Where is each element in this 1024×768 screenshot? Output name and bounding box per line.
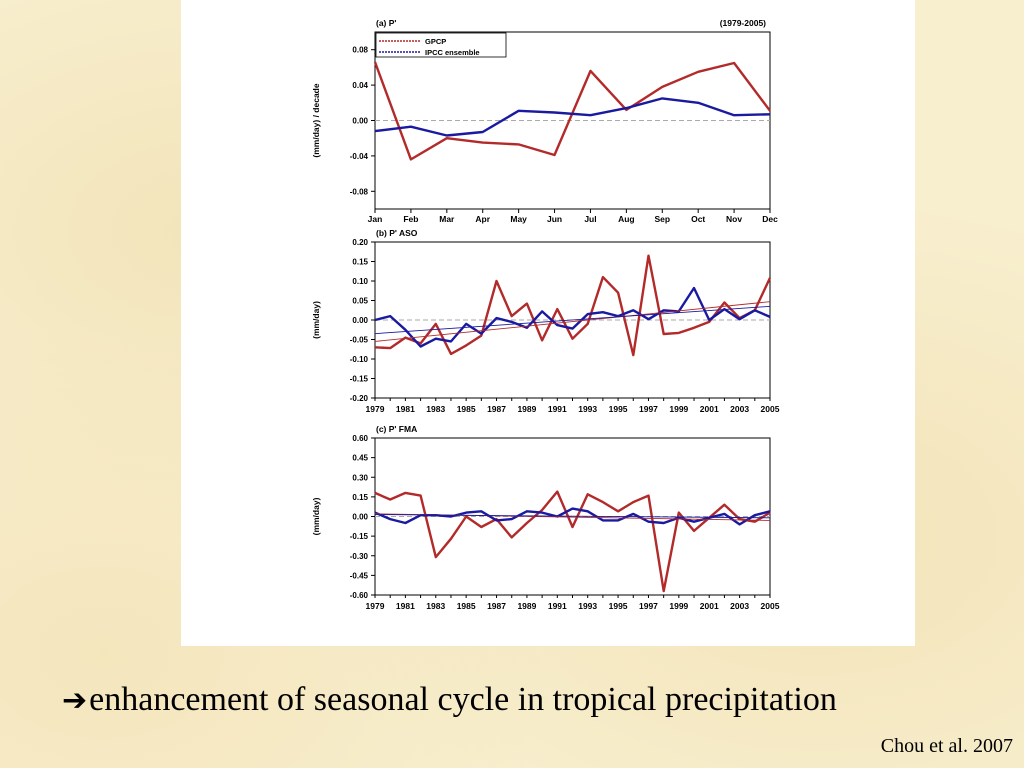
panel-b-xtick-label: 1991 bbox=[548, 404, 567, 414]
panel-b-ytick-label: 0.20 bbox=[352, 238, 368, 247]
panel-a-ytick-label: 0.00 bbox=[352, 117, 368, 126]
panel-a-ytick-label: -0.04 bbox=[350, 152, 369, 161]
panel-b-xtick-label: 1983 bbox=[426, 404, 445, 414]
panel-b-xtick-label: 1987 bbox=[487, 404, 506, 414]
panel-a-xtick-label: Mar bbox=[439, 214, 455, 224]
panel-b-series-gpcp-trend bbox=[374, 301, 771, 342]
panel-c-title: (c) P' FMA bbox=[376, 424, 417, 434]
panel-b-xtick-label: 2005 bbox=[761, 404, 780, 414]
panel-a-xtick-label: Sep bbox=[654, 214, 670, 224]
panel-c-xtick-label: 1983 bbox=[426, 601, 445, 611]
panel-c-ytick-label: 0.60 bbox=[352, 434, 368, 443]
panel-c-xtick-label: 1995 bbox=[609, 601, 628, 611]
panel-b-series-ipcc-ensemble-trend bbox=[374, 305, 771, 335]
panel-a-ytick-label: 0.04 bbox=[352, 81, 368, 90]
panel-a-legend-label: IPCC ensemble bbox=[425, 48, 480, 57]
right-arrow-icon: ➔ bbox=[62, 683, 88, 718]
panel-c-ytick-label: -0.45 bbox=[350, 571, 369, 580]
panel-c-series-gpcp bbox=[374, 490, 771, 593]
panel-a-xtick-label: Jun bbox=[547, 214, 562, 224]
panel-b-ylabel: (mm/day) bbox=[311, 301, 321, 339]
panel-a-ylabel: (mm/day) / decade bbox=[311, 83, 321, 157]
panel-b-xtick-label: 2003 bbox=[730, 404, 749, 414]
caption: ➔enhancement of seasonal cycle in tropic… bbox=[62, 681, 1002, 719]
panel-c-xtick-label: 2003 bbox=[730, 601, 749, 611]
panel-b-ytick-label: -0.15 bbox=[350, 375, 369, 384]
panel-c-xtick-label: 1981 bbox=[396, 601, 415, 611]
panel-a-right-title: (1979-2005) bbox=[720, 18, 766, 28]
panel-c-xtick-label: 1993 bbox=[578, 601, 597, 611]
panel-c-xtick-label: 1989 bbox=[517, 601, 536, 611]
panel-b-xtick-label: 1985 bbox=[457, 404, 476, 414]
panel-a-title: (a) P' bbox=[376, 18, 396, 28]
panel-b-xtick-label: 1997 bbox=[639, 404, 658, 414]
panel-b-xtick-label: 2001 bbox=[700, 404, 719, 414]
panel-b-xtick-label: 1999 bbox=[669, 404, 688, 414]
panel-b-title: (b) P' ASO bbox=[376, 228, 418, 238]
figure-panel: 0.08 0.04 0.00 -0.04 -0.08 Jan Feb Mar Apr May Jun… bbox=[181, 0, 915, 646]
panel-a-legend-box bbox=[375, 32, 507, 58]
panel-c-xtick-label: 1997 bbox=[639, 601, 658, 611]
panel-a-xtick-label: Feb bbox=[403, 214, 418, 224]
panel-c-xtick-label: 2005 bbox=[761, 601, 780, 611]
panel-a-xtick-label: Dec bbox=[762, 214, 778, 224]
panel-b-series-gpcp bbox=[374, 254, 772, 357]
caption-text: enhancement of seasonal cycle in tropica… bbox=[89, 681, 837, 718]
panel-b-xtick-label: 1995 bbox=[609, 404, 628, 414]
citation: Chou et al. 2007 bbox=[880, 735, 1013, 757]
panel-c-ytick-label: 0.00 bbox=[352, 513, 368, 522]
figure-svg: 0.08 0.04 0.00 -0.04 -0.08 Jan Feb Mar Apr May Jun… bbox=[311, 18, 780, 611]
panel-c-ytick-label: 0.15 bbox=[352, 493, 368, 502]
panel-c-series-ipcc-ensemble-trend bbox=[374, 514, 771, 519]
panel-c-ytick-label: -0.15 bbox=[350, 532, 369, 541]
panel-c-ytick-label: -0.60 bbox=[350, 591, 369, 600]
panel-a-ytick-label: 0.08 bbox=[352, 46, 368, 55]
panel-c-xtick-label: 1987 bbox=[487, 601, 506, 611]
panel-a-series-gpcp bbox=[373, 61, 771, 161]
panel-a-xtick-label: Jul bbox=[584, 214, 596, 224]
panel-c-ytick-label: 0.45 bbox=[352, 454, 368, 463]
panel-c-xtick-label: 1979 bbox=[366, 601, 385, 611]
panel-c-ytick-label: -0.30 bbox=[350, 552, 369, 561]
panel-a-ytick-label: -0.08 bbox=[350, 187, 369, 196]
panel-a-xtick-label: Jan bbox=[368, 214, 383, 224]
panel-c-xtick-label: 1999 bbox=[669, 601, 688, 611]
panel-a-legend-label: GPCP bbox=[425, 37, 446, 46]
panel-c-ylabel: (mm/day) bbox=[311, 497, 321, 535]
panel-b-ytick-label: -0.05 bbox=[350, 336, 369, 345]
panel-c-ytick-label: 0.30 bbox=[352, 473, 368, 482]
panel-a-xtick-label: Nov bbox=[726, 214, 742, 224]
panel-b-xtick-label: 1993 bbox=[578, 404, 597, 414]
panel-b-ytick-label: -0.20 bbox=[350, 394, 369, 403]
panel-a-xtick-label: Aug bbox=[618, 214, 635, 224]
panel-b-series-ipcc-ensemble bbox=[374, 286, 771, 348]
panel-b-ytick-label: 0.00 bbox=[352, 316, 368, 325]
panel-b-xtick-label: 1981 bbox=[396, 404, 415, 414]
panel-b-xtick-label: 1979 bbox=[366, 404, 385, 414]
panel-b-ytick-label: 0.10 bbox=[352, 277, 368, 286]
panel-c-xtick-label: 2001 bbox=[700, 601, 719, 611]
panel-a-series-ipcc-ensemble bbox=[374, 97, 771, 137]
panel-c-xtick-label: 1991 bbox=[548, 601, 567, 611]
panel-b-ytick-label: 0.05 bbox=[352, 297, 368, 306]
panel-a-xtick-label: Oct bbox=[691, 214, 705, 224]
panel-c-xtick-label: 1985 bbox=[457, 601, 476, 611]
panel-b-ytick-label: 0.15 bbox=[352, 258, 368, 267]
panel-b-ytick-label: -0.10 bbox=[350, 355, 369, 364]
panel-a-xtick-label: Apr bbox=[475, 214, 490, 224]
panel-a-xtick-label: May bbox=[510, 214, 527, 224]
panel-b-xtick-label: 1989 bbox=[517, 404, 536, 414]
